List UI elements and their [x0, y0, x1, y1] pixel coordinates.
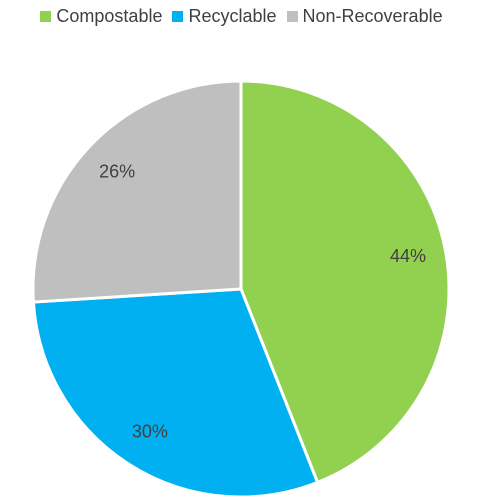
- legend-label-recyclable: Recyclable: [188, 6, 277, 26]
- pie-slice-recyclable: [31, 287, 320, 497]
- chart-legend: Compostable Recyclable Non-Recoverable: [0, 6, 483, 27]
- legend-label-non-recoverable: Non-Recoverable: [302, 6, 443, 26]
- legend-label-compostable: Compostable: [56, 6, 163, 26]
- legend-item-recyclable: Recyclable: [172, 6, 277, 27]
- legend-swatch-non-recoverable: [286, 11, 298, 22]
- pie-slice-non-recoverable: [31, 79, 243, 304]
- legend-item-compostable: Compostable: [40, 6, 162, 27]
- legend-item-non-recoverable: Non-Recoverable: [286, 6, 443, 27]
- legend-swatch-recyclable: [172, 11, 184, 22]
- data-label-non-recoverable: 26%: [99, 161, 135, 181]
- data-label-recyclable: 30%: [132, 421, 168, 441]
- legend-swatch-compostable: [40, 11, 52, 22]
- pie-slice-compostable: [239, 79, 451, 484]
- data-label-compostable: 44%: [390, 246, 426, 266]
